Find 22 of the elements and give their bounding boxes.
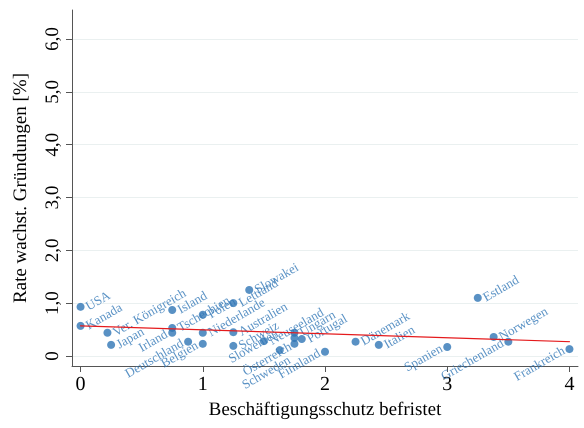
- y-tick-label: 6,0: [42, 27, 63, 51]
- point: [76, 302, 85, 311]
- x-tick-label: 0: [76, 373, 86, 395]
- y-tick-label: 5,0: [42, 80, 63, 104]
- point: [198, 340, 207, 348]
- x-tick-label: 1: [198, 373, 208, 395]
- y-tick-label: 2,0: [42, 238, 63, 262]
- y-axis-title: Rate wachst. Gründungen [%]: [10, 72, 31, 304]
- point: [474, 294, 482, 302]
- point: [321, 348, 329, 356]
- y-tick-label: 0: [42, 351, 63, 361]
- x-axis-title: Beschäftigungsschutz befristet: [208, 399, 442, 420]
- point: [76, 322, 85, 330]
- point: [168, 328, 176, 337]
- point: [107, 340, 116, 349]
- y-tick-label: 3,0: [42, 186, 63, 210]
- x-tick-label: 4: [564, 373, 574, 395]
- y-tick-label: 1,0: [42, 291, 63, 316]
- y-tick-label: 4,0: [42, 132, 63, 157]
- point: [352, 338, 360, 346]
- x-tick-label: 2: [320, 373, 330, 395]
- point: [565, 345, 574, 354]
